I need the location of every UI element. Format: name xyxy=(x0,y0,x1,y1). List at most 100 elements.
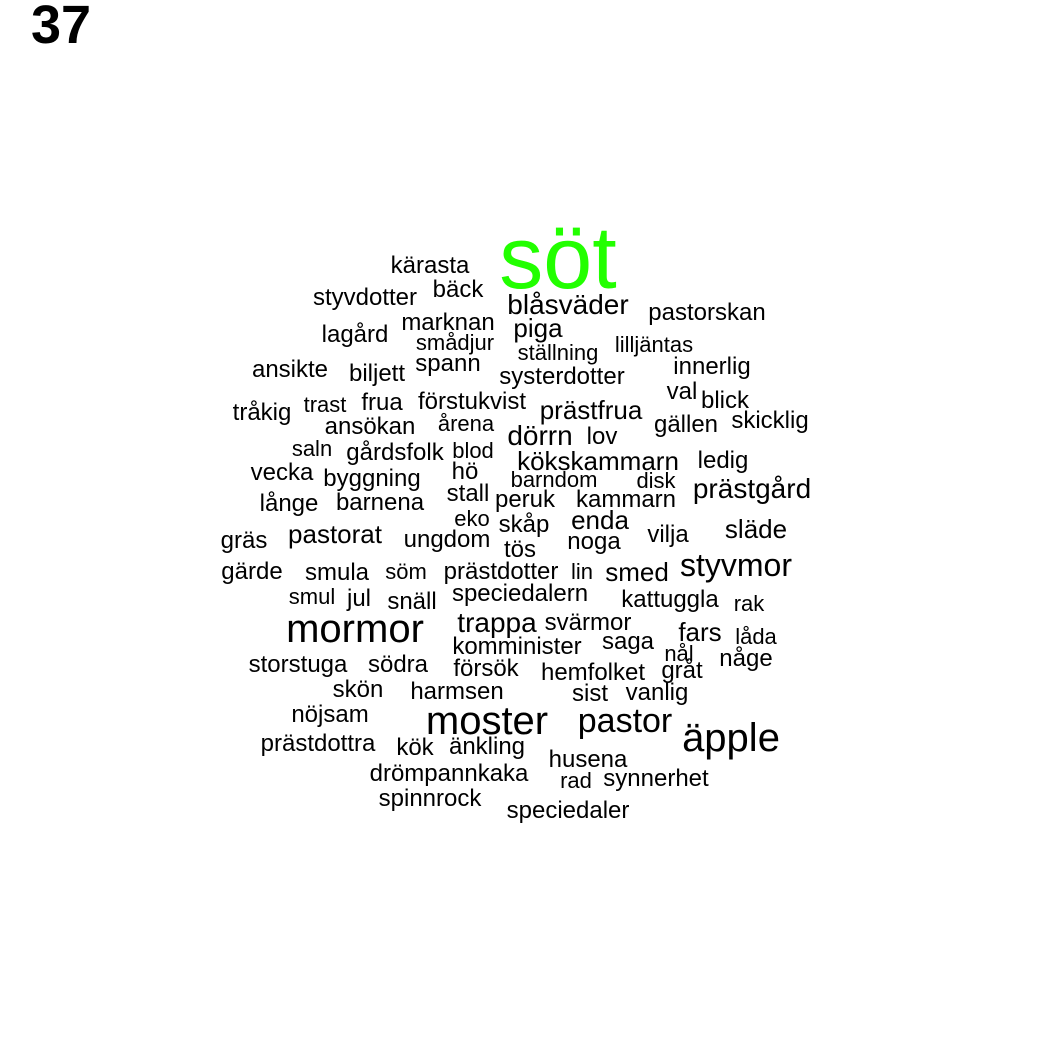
cloud-word: tråkig xyxy=(232,399,292,426)
cloud-word: rad xyxy=(560,768,592,793)
cloud-word: trappa xyxy=(457,607,537,638)
cloud-word: skåp xyxy=(498,511,550,538)
highlight-word: söt xyxy=(499,208,617,307)
cloud-word: prästfrua xyxy=(539,395,643,425)
cloud-word: lin xyxy=(570,559,594,584)
cloud-word: pastorat xyxy=(288,519,382,549)
cloud-word: systerdotter xyxy=(499,363,625,390)
cloud-word: tös xyxy=(503,536,537,563)
cloud-word: prästdotter xyxy=(443,558,559,585)
cloud-word: ansökan xyxy=(324,413,416,440)
cloud-word: smula xyxy=(304,559,370,586)
cloud-word: saga xyxy=(601,628,655,655)
cloud-word: frua xyxy=(361,389,403,416)
cloud-word: kammarn xyxy=(575,486,677,513)
cloud-word: barndom xyxy=(510,467,598,492)
cloud-word: speciedaler xyxy=(506,797,630,824)
cloud-word: gårdsfolk xyxy=(346,439,444,466)
cloud-word: husena xyxy=(548,746,628,773)
cloud-word: prästgård xyxy=(692,473,812,504)
cloud-word: blick xyxy=(700,387,750,414)
cloud-word: nål xyxy=(664,641,694,666)
cloud-word: styvmor xyxy=(680,547,792,583)
cloud-word: hö xyxy=(451,458,479,485)
cloud-word: lagård xyxy=(321,321,389,348)
cloud-word: mormor xyxy=(286,607,424,651)
cloud-word: pastor xyxy=(577,702,673,740)
cloud-word: prästdottra xyxy=(260,730,376,757)
cloud-word: blåsväder xyxy=(507,289,629,320)
cloud-word: rak xyxy=(733,591,765,616)
cloud-word: lov xyxy=(586,423,618,450)
cloud-word: söm xyxy=(385,559,427,584)
cloud-word: stall xyxy=(446,480,490,507)
cloud-word: noga xyxy=(567,528,621,555)
cloud-word: smådjur xyxy=(415,330,495,355)
cloud-word: biljett xyxy=(348,360,406,387)
cloud-word: eko xyxy=(454,506,490,531)
cloud-word: synnerhet xyxy=(603,765,709,792)
cloud-word: gråt xyxy=(661,657,703,684)
cloud-word: kattuggla xyxy=(621,586,719,613)
cloud-word: barnena xyxy=(335,489,425,516)
cloud-word: någe xyxy=(719,645,773,672)
cloud-word: skicklig xyxy=(731,407,809,434)
cloud-word: val xyxy=(666,378,698,405)
cloud-word: pastorskan xyxy=(648,299,766,326)
cloud-word: blod xyxy=(452,438,494,463)
cloud-word: trast xyxy=(303,392,347,417)
cloud-word: förstukvist xyxy=(417,388,527,415)
cloud-word: kärasta xyxy=(390,252,470,279)
cloud-word: spann xyxy=(415,350,481,377)
cloud-word: snäll xyxy=(387,588,437,615)
cloud-word: långe xyxy=(259,490,319,517)
cloud-word: vecka xyxy=(250,459,314,486)
cloud-word: piga xyxy=(513,313,563,343)
cloud-word: enda xyxy=(571,505,629,535)
cloud-word: kök xyxy=(396,734,434,761)
cloud-word: lilljäntas xyxy=(614,332,694,357)
cloud-word: sist xyxy=(572,680,608,707)
cloud-word: södra xyxy=(367,651,429,678)
cloud-word: gräs xyxy=(220,527,268,554)
cloud-word: moster xyxy=(425,699,549,743)
cloud-word: marknan xyxy=(401,309,495,336)
cloud-word: kökskammarn xyxy=(517,446,679,476)
cloud-word: komminister xyxy=(452,633,582,660)
cloud-word: byggning xyxy=(323,465,421,492)
cloud-word: äpple xyxy=(682,716,780,760)
cloud-word: nöjsam xyxy=(291,701,369,728)
cloud-word: änkling xyxy=(448,733,526,760)
cloud-word: årena xyxy=(437,411,495,436)
cloud-word: harmsen xyxy=(410,678,504,705)
cloud-word: gällen xyxy=(653,411,719,438)
cloud-word: hemfolket xyxy=(540,659,646,686)
page-number: 37 xyxy=(31,0,92,55)
cloud-word: styvdotter xyxy=(312,284,418,311)
cloud-word: drömpannkaka xyxy=(369,760,529,787)
cloud-word: smed xyxy=(605,557,669,587)
cloud-word: svärmor xyxy=(544,609,632,636)
cloud-word: peruk xyxy=(494,486,556,513)
cloud-word: ungdom xyxy=(403,526,491,553)
cloud-word: vanlig xyxy=(625,679,689,706)
cloud-word: bäck xyxy=(432,276,484,303)
cloud-word: dörrn xyxy=(507,420,573,451)
cloud-word: ställning xyxy=(517,340,599,365)
cloud-word: disk xyxy=(636,468,676,493)
cloud-word: skön xyxy=(332,676,384,703)
cloud-word: innerlig xyxy=(673,353,751,380)
cloud-word: fars xyxy=(678,617,722,647)
cloud-word: saln xyxy=(291,436,333,461)
cloud-word: storstuga xyxy=(248,651,348,678)
cloud-word: speciedalern xyxy=(451,580,589,607)
cloud-word: släde xyxy=(724,514,788,544)
cloud-word: ansikte xyxy=(251,356,329,383)
cloud-word: låda xyxy=(735,624,777,649)
cloud-word: gärde xyxy=(221,558,283,585)
cloud-word: spinnrock xyxy=(378,785,482,812)
cloud-word: jul xyxy=(346,585,372,612)
cloud-word: försök xyxy=(453,655,519,682)
